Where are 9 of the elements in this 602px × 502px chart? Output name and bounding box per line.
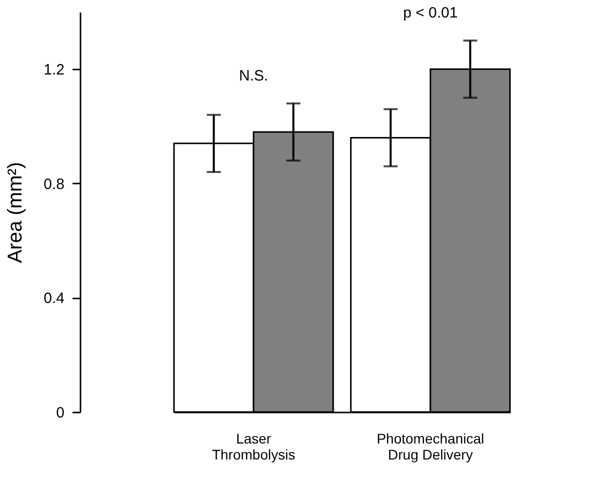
x-tick-label: Photomechanical Drug Delivery	[376, 430, 484, 462]
annotation: p < 0.01	[403, 4, 458, 22]
y-tick-label: 0.4	[44, 290, 64, 308]
x-tick-label: Laser Thrombolysis	[212, 430, 296, 462]
y-tick-label: 1.2	[44, 62, 64, 79]
y-tick-label: 0.8	[44, 176, 64, 193]
annotation: N.S.	[238, 67, 268, 84]
y-axis-title: Area (mm²)	[4, 162, 27, 264]
y-tick-label: 0	[56, 404, 64, 422]
